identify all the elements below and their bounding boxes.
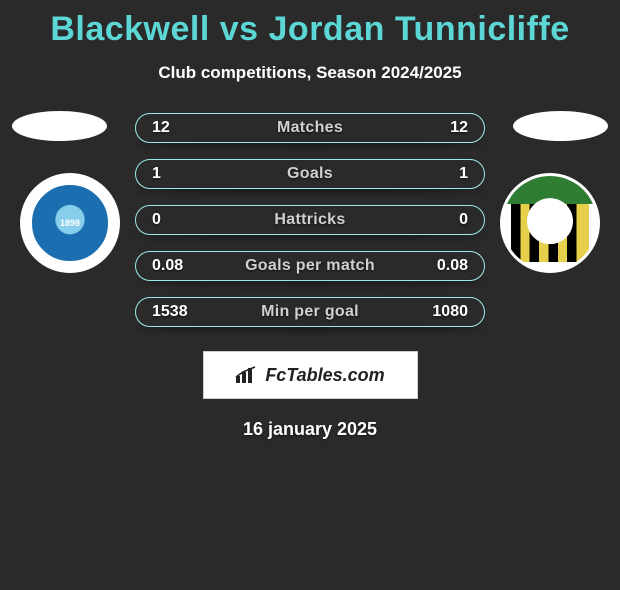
stat-right-value: 0 [459, 211, 468, 229]
stat-left-value: 1538 [152, 303, 188, 321]
comparison-stage: 1898 12 Matches 12 1 Goals 1 0 Hattricks… [0, 113, 620, 440]
stat-row-goals-per-match: 0.08 Goals per match 0.08 [135, 251, 485, 281]
stat-left-value: 12 [152, 119, 170, 137]
brand-text: FcTables.com [265, 365, 384, 386]
crest-right-ball [527, 198, 573, 244]
stat-row-hattricks: 0 Hattricks 0 [135, 205, 485, 235]
stat-left-value: 0 [152, 211, 161, 229]
stat-row-matches: 12 Matches 12 [135, 113, 485, 143]
footer-date: 16 january 2025 [0, 419, 620, 440]
stat-row-goals: 1 Goals 1 [135, 159, 485, 189]
stat-label: Goals per match [245, 257, 375, 275]
bars-icon [235, 366, 257, 384]
crest-left-graphic: 1898 [32, 185, 107, 260]
club-crest-left: 1898 [20, 173, 120, 273]
crest-left-year: 1898 [60, 218, 80, 228]
stat-label: Hattricks [274, 211, 345, 229]
stat-label: Goals [287, 165, 333, 183]
stat-left-value: 0.08 [152, 257, 183, 275]
shadow-ellipse-left [12, 111, 107, 141]
shadow-ellipse-right [513, 111, 608, 141]
subtitle: Club competitions, Season 2024/2025 [0, 63, 620, 83]
stat-label: Matches [277, 119, 343, 137]
brand-box: FcTables.com [203, 351, 418, 399]
club-crest-right [500, 173, 600, 273]
stat-right-value: 12 [450, 119, 468, 137]
crest-right-graphic [511, 184, 588, 261]
page-title: Blackwell vs Jordan Tunnicliffe [0, 10, 620, 49]
stat-right-value: 0.08 [437, 257, 468, 275]
stat-right-value: 1080 [432, 303, 468, 321]
stat-row-min-per-goal: 1538 Min per goal 1080 [135, 297, 485, 327]
stat-left-value: 1 [152, 165, 161, 183]
stat-label: Min per goal [261, 303, 359, 321]
stat-right-value: 1 [459, 165, 468, 183]
stat-rows: 12 Matches 12 1 Goals 1 0 Hattricks 0 0.… [135, 113, 485, 327]
